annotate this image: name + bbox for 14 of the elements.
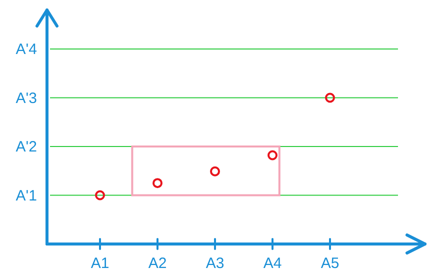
- point: [325, 92, 335, 103]
- x-tick-label: A1: [90, 255, 110, 272]
- y-tick-label: A'3: [16, 90, 37, 107]
- y-tick-label: A'2: [16, 138, 37, 156]
- y-tick-label: A'1: [16, 187, 37, 204]
- x-tick-label: A2: [148, 255, 167, 272]
- x-tick-label: A4: [263, 255, 282, 272]
- y-tick-label: A'4: [16, 41, 37, 58]
- point: [95, 190, 105, 200]
- point: [152, 178, 162, 188]
- x-tick-label: A5: [320, 255, 340, 272]
- point: [210, 166, 220, 176]
- x-tick-label: A3: [206, 255, 224, 272]
- point: [268, 150, 278, 160]
